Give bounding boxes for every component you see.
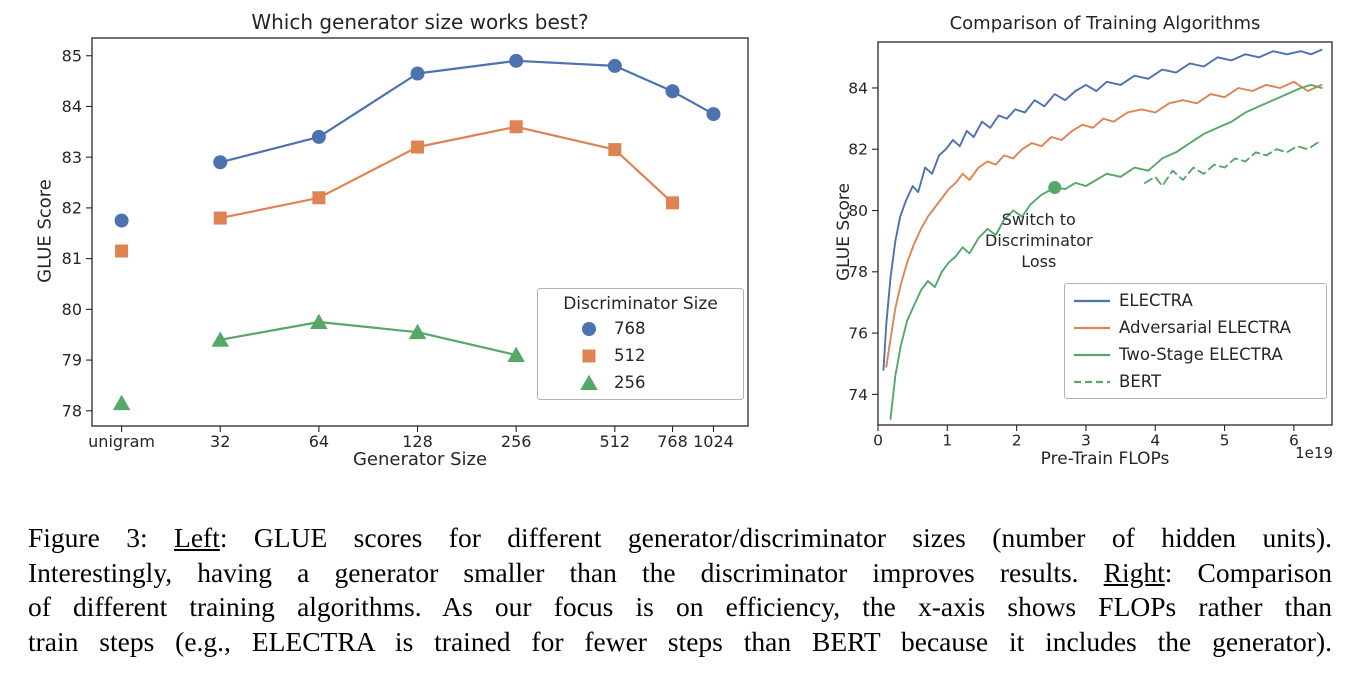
legend-item-label: 256	[614, 373, 646, 392]
y-tick-label: 76	[848, 325, 868, 343]
caption-underlined-text: Left	[174, 522, 220, 553]
caption-line: Figure 3: Left: GLUE scores for differen…	[28, 521, 1332, 556]
y-tick-label: 83	[62, 148, 82, 167]
series-adversarial-electra	[885, 80, 1323, 368]
legend-item-two-stage-electra: Two-Stage ELECTRA	[1073, 341, 1318, 368]
legend-item-label: BERT	[1119, 372, 1162, 391]
switch-point-marker	[1048, 181, 1062, 195]
x-tick-label: 32	[210, 432, 230, 451]
y-tick-label: 78	[848, 263, 868, 281]
left-x-axis-label: Generator Size	[352, 449, 488, 470]
x-axis-ticks: unigram 32 64 128 256 512 768 1024	[88, 426, 734, 451]
x-tick-label: 128	[402, 432, 433, 451]
y-tick-label: 78	[62, 401, 82, 420]
legend-item-256: 256	[546, 369, 735, 396]
legend-item-label: 512	[614, 346, 646, 365]
x-tick-label: 1024	[693, 432, 734, 451]
figure-caption: Figure 3: Left: GLUE scores for differen…	[28, 521, 1332, 659]
legend-item-768: 768	[546, 315, 735, 342]
y-tick-label: 80	[848, 202, 868, 220]
legend-item-adversarial-electra: Adversarial ELECTRA	[1073, 314, 1318, 341]
y-tick-label: 79	[62, 351, 82, 370]
y-tick-label: 84	[62, 97, 82, 116]
x-tick-label: 2	[1012, 432, 1022, 450]
legend-item-label: Adversarial ELECTRA	[1119, 318, 1291, 337]
y-tick-label: 85	[62, 46, 82, 65]
caption-line: train steps (e.g., ELECTRA is trained fo…	[28, 625, 1332, 660]
x-axis-offset-text: 1e19	[1295, 444, 1333, 462]
x-tick-label: 1	[942, 432, 952, 450]
caption-text: : GLUE scores for different generator/di…	[219, 522, 1332, 553]
x-tick-label: 6	[1289, 432, 1299, 450]
x-tick-label: 3	[1081, 432, 1091, 450]
legend-item-electra: ELECTRA	[1073, 287, 1318, 314]
dashed-line-icon	[1074, 380, 1110, 383]
left-chart-title: Which generator size works best?	[251, 10, 589, 34]
x-tick-label: 0	[873, 432, 883, 450]
series-256	[112, 313, 525, 411]
legend-item-label: 768	[614, 319, 646, 338]
caption-text: : Comparison	[1164, 556, 1332, 588]
x-tick-label: 768	[657, 432, 688, 451]
legend-title: Discriminator Size	[563, 294, 718, 314]
caption-text: Figure 3:	[28, 522, 175, 553]
x-tick-label: 4	[1150, 432, 1160, 450]
triangle-marker-icon	[580, 374, 598, 390]
plot-border	[91, 37, 749, 427]
y-tick-label: 74	[848, 386, 868, 404]
series-768	[114, 53, 721, 228]
series-bert	[1143, 139, 1323, 187]
caption-text: Interestingly, having a generator smalle…	[28, 556, 1104, 588]
x-tick-label: unigram	[88, 432, 155, 451]
caption-text: of different training algorithms. As our…	[28, 591, 1332, 622]
x-tick-label: 512	[600, 432, 631, 451]
series-electra	[882, 48, 1323, 371]
legend-item-bert: BERT	[1073, 368, 1318, 395]
y-tick-label: 80	[62, 300, 82, 319]
solid-line-icon	[1074, 299, 1110, 302]
caption-text: train steps (e.g., ELECTRA is trained fo…	[28, 625, 1332, 657]
y-tick-label: 84	[848, 79, 868, 97]
right-chart-title: Comparison of Training Algorithms	[949, 13, 1261, 34]
y-axis-ticks: 78 79 80 81 82 83 84 85	[62, 46, 92, 420]
series-512	[115, 120, 680, 258]
annotation-line: Discriminator	[985, 230, 1093, 250]
annotation-line: Switch to	[1001, 209, 1076, 229]
right-x-axis-label: Pre-Train FLOPs	[1040, 449, 1170, 469]
x-tick-label: 64	[309, 432, 329, 451]
legend-item-512: 512	[546, 342, 735, 369]
legend-item-label: Two-Stage ELECTRA	[1119, 345, 1283, 364]
y-tick-label: 82	[62, 199, 82, 218]
y-tick-label: 82	[848, 141, 868, 159]
legend-items: 768 512 256	[546, 315, 735, 396]
plot-border	[877, 41, 1333, 426]
square-marker-icon	[582, 349, 596, 362]
y-tick-label: 81	[62, 249, 82, 268]
switch-annotation: Switch to Discriminator Loss	[985, 209, 1093, 272]
circle-marker-icon	[582, 321, 596, 336]
x-tick-label: 256	[501, 432, 532, 451]
caption-underlined-text: Right	[1103, 556, 1165, 588]
annotation-line: Loss	[1021, 251, 1057, 271]
caption-line: of different training algorithms. As our…	[28, 590, 1332, 625]
x-axis-ticks: 0 1 2 3 4 5 6	[873, 425, 1299, 450]
caption-line: Interestingly, having a generator smalle…	[28, 556, 1332, 591]
legend-discriminator-size: Discriminator Size 768 512 256	[537, 288, 744, 400]
solid-line-icon	[1074, 326, 1110, 329]
x-tick-label: 5	[1220, 432, 1230, 450]
right-chart-canvas: 0 1 2 3 4 5 6 74 76 78 80 82 84	[848, 41, 1333, 450]
legend-training-algorithms: ELECTRA Adversarial ELECTRA Two-Stage ELEC…	[1064, 283, 1327, 399]
legend-items: ELECTRA Adversarial ELECTRA Two-Stage ELEC…	[1073, 287, 1318, 395]
y-axis-ticks: 74 76 78 80 82 84	[848, 79, 878, 404]
legend-item-label: ELECTRA	[1119, 291, 1193, 310]
left-chart-canvas: unigram 32 64 128 256 512 768 1024 78 79 80 81 82 83 8…	[62, 37, 749, 451]
solid-line-icon	[1074, 353, 1110, 356]
